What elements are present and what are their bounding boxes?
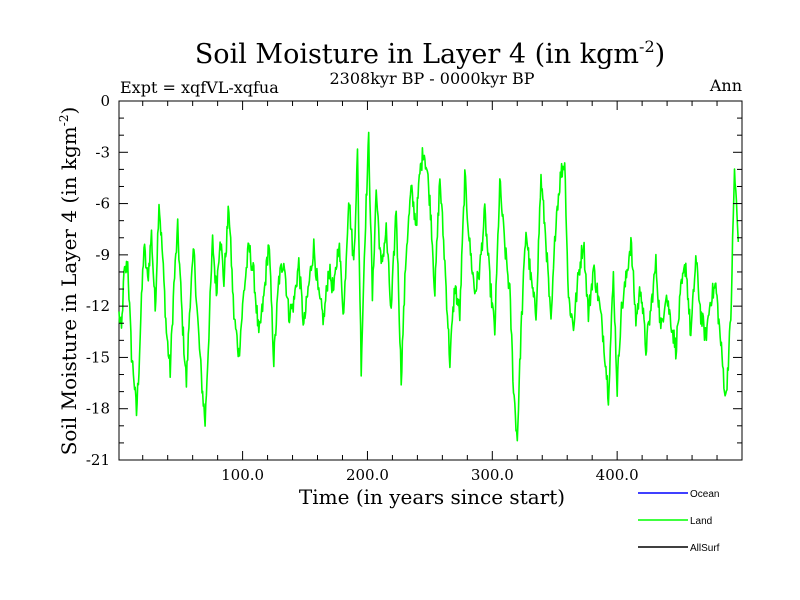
y-tick-label: -9 (95, 246, 110, 264)
y-axis-label: Soil Moisture in Layer 4 (in kgm-2) (57, 107, 81, 456)
y-axis-label-exponent: -2 (57, 115, 71, 127)
chart-title-exponent: -2 (639, 37, 655, 56)
y-tick-label: -15 (86, 348, 110, 366)
subtitle: 2308kyr BP - 0000kyr BP (330, 69, 535, 88)
x-axis-label: Time (in years since start) (299, 485, 565, 509)
plot-area (118, 100, 743, 461)
expt-label: Expt = xqfVL-xqfua (120, 78, 279, 97)
y-axis-label-main: Soil Moisture in Layer 4 (in kgm (57, 126, 81, 455)
y-tick-label: -3 (95, 143, 110, 161)
x-tick-label: 400.0 (596, 466, 639, 484)
y-tick-label: -21 (86, 451, 110, 469)
y-tick-label: -6 (95, 195, 110, 213)
series-line-land (118, 131, 740, 442)
chart-title: Soil Moisture in Layer 4 (in kgm-2) (195, 37, 665, 70)
axis-ticks: 100.0 200.0 300.0 400.0 0 -3 -6 -9 -12 -15 -18 -21 (86, 92, 742, 484)
season-label: Ann (709, 76, 742, 95)
y-tick-label: 0 (100, 92, 110, 110)
x-tick-label: 300.0 (471, 466, 514, 484)
legend-label-land: Land (690, 516, 712, 527)
chart-title-main: Soil Moisture in Layer 4 (in kgm (195, 39, 639, 70)
legend-label-ocean: Ocean (690, 489, 719, 500)
y-tick-label: -18 (86, 400, 110, 418)
y-axis-label-close: ) (57, 107, 81, 115)
legend: Ocean Land AllSurf (638, 489, 720, 554)
chart-title-close: ) (655, 39, 666, 70)
y-tick-label: -12 (86, 297, 110, 315)
x-tick-label: 100.0 (221, 466, 264, 484)
x-tick-label: 200.0 (346, 466, 389, 484)
legend-label-allsurf: AllSurf (690, 543, 720, 554)
